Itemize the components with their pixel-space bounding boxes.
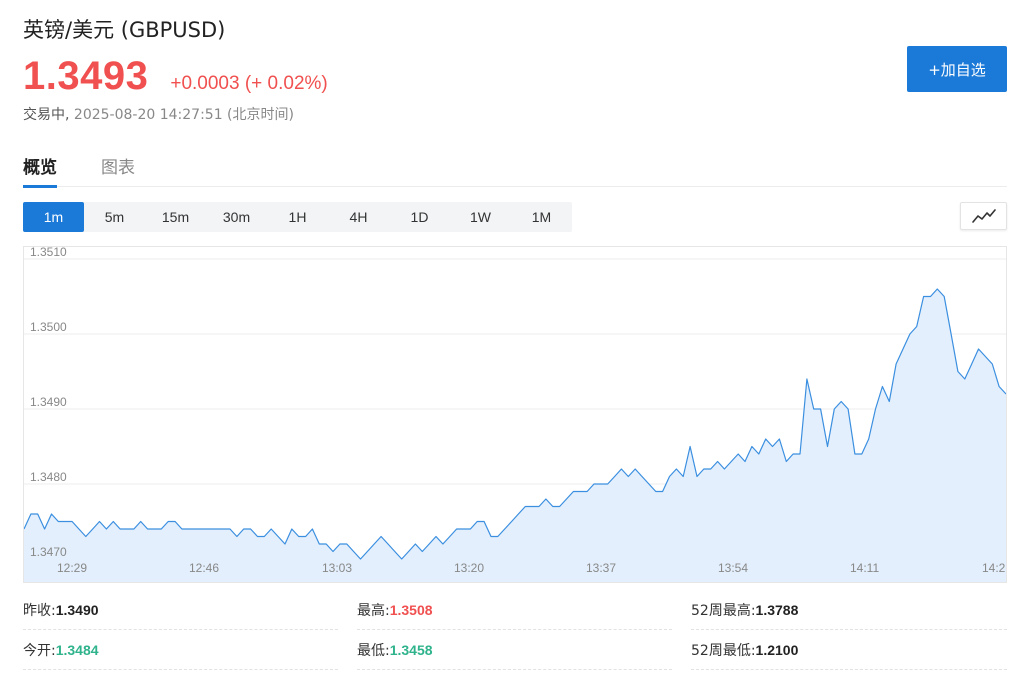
stat-low: 最低: 1.3458 [357,630,672,670]
price-line [24,288,1006,560]
tab-overview[interactable]: 概览 [23,150,57,188]
stat-label: 今开: [23,642,56,659]
period-1m[interactable]: 1m [23,202,84,232]
x-tick-label: 13:54 [718,561,748,575]
x-tick-label: 14:11 [850,561,879,575]
y-tick-label: 1.3510 [30,247,67,259]
stat-label: 昨收: [23,602,56,619]
period-1mo[interactable]: 1M [531,209,552,225]
stat-label: 52周最高: [691,602,756,619]
stat-label: 最低: [357,642,390,659]
period-1w[interactable]: 1W [470,209,491,225]
stat-value: 1.3458 [389,641,433,658]
x-tick-label: 13:20 [454,561,484,575]
period-5m[interactable]: 5m [104,209,125,225]
price-chart-svg: 1.3510 1.3500 1.3490 1.3480 1.3470 12:29 12:46… [24,247,1006,582]
stat-high: 最高: 1.3508 [357,590,672,630]
x-tick-label: 13:03 [322,561,352,575]
timestamp: 2025-08-20 14:27:51 (北京时间) [73,107,294,123]
y-tick-label: 1.3480 [30,470,67,484]
stat-label: 最高: [357,602,390,619]
tab-bar: 概览 图表 [23,150,1007,188]
stats-row: 今开: 1.3484 最低: 1.3458 52周最低: 1.2100 [23,630,1007,670]
period-1d[interactable]: 1D [410,209,429,225]
price-area [24,289,1006,582]
stats-panel: 昨收: 1.3490 最高: 1.3508 52周最高: 1.3788 今开: … [23,590,1007,670]
instrument-title: 英镑/美元 (GBPUSD) [23,18,226,42]
chart-type-toggle[interactable] [960,202,1007,230]
tab-chart[interactable]: 图表 [101,158,135,178]
price-change: +0.0003 (+ 0.02%) [170,73,328,94]
add-to-watchlist-button[interactable]: +加自选 [907,46,1007,92]
price-chart[interactable]: 1.3510 1.3500 1.3490 1.3480 1.3470 12:29 12:46… [23,246,1007,583]
line-chart-icon [971,209,996,223]
stat-value: 1.2100 [755,641,799,658]
period-selector: 1m 5m 15m 30m 1H 4H 1D 1W 1M [23,202,572,232]
stat-52w-low: 52周最低: 1.2100 [691,630,1007,670]
x-tick-label: 13:37 [586,561,616,575]
stat-prev-close: 昨收: 1.3490 [23,590,338,630]
current-price: 1.3493 [23,54,149,98]
period-1h[interactable]: 1H [288,209,307,225]
stat-value: 1.3484 [55,641,99,658]
stat-value: 1.3788 [755,601,799,618]
y-tick-label: 1.3500 [30,320,67,334]
x-tick-label: 12:46 [189,561,219,575]
stat-value: 1.3508 [389,601,433,618]
trading-status: 交易中, 2025-08-20 14:27:51 (北京时间) [23,104,294,124]
stat-52w-high: 52周最高: 1.3788 [691,590,1007,630]
period-4h[interactable]: 4H [349,209,368,225]
y-tick-label: 1.3470 [30,545,67,559]
x-tick-label: 12:29 [57,561,87,575]
stat-value: 1.3490 [55,601,99,618]
period-30m[interactable]: 30m [222,209,251,225]
period-15m[interactable]: 15m [161,209,190,225]
price-row: 1.3493 +0.0003 (+ 0.02%) [23,54,328,99]
stat-open: 今开: 1.3484 [23,630,338,670]
stat-label: 52周最低: [691,642,756,659]
status-text: 交易中, [23,107,70,123]
stats-row: 昨收: 1.3490 最高: 1.3508 52周最高: 1.3788 [23,590,1007,630]
x-tick-label: 14:2 [982,561,1006,575]
y-tick-label: 1.3490 [30,395,67,409]
